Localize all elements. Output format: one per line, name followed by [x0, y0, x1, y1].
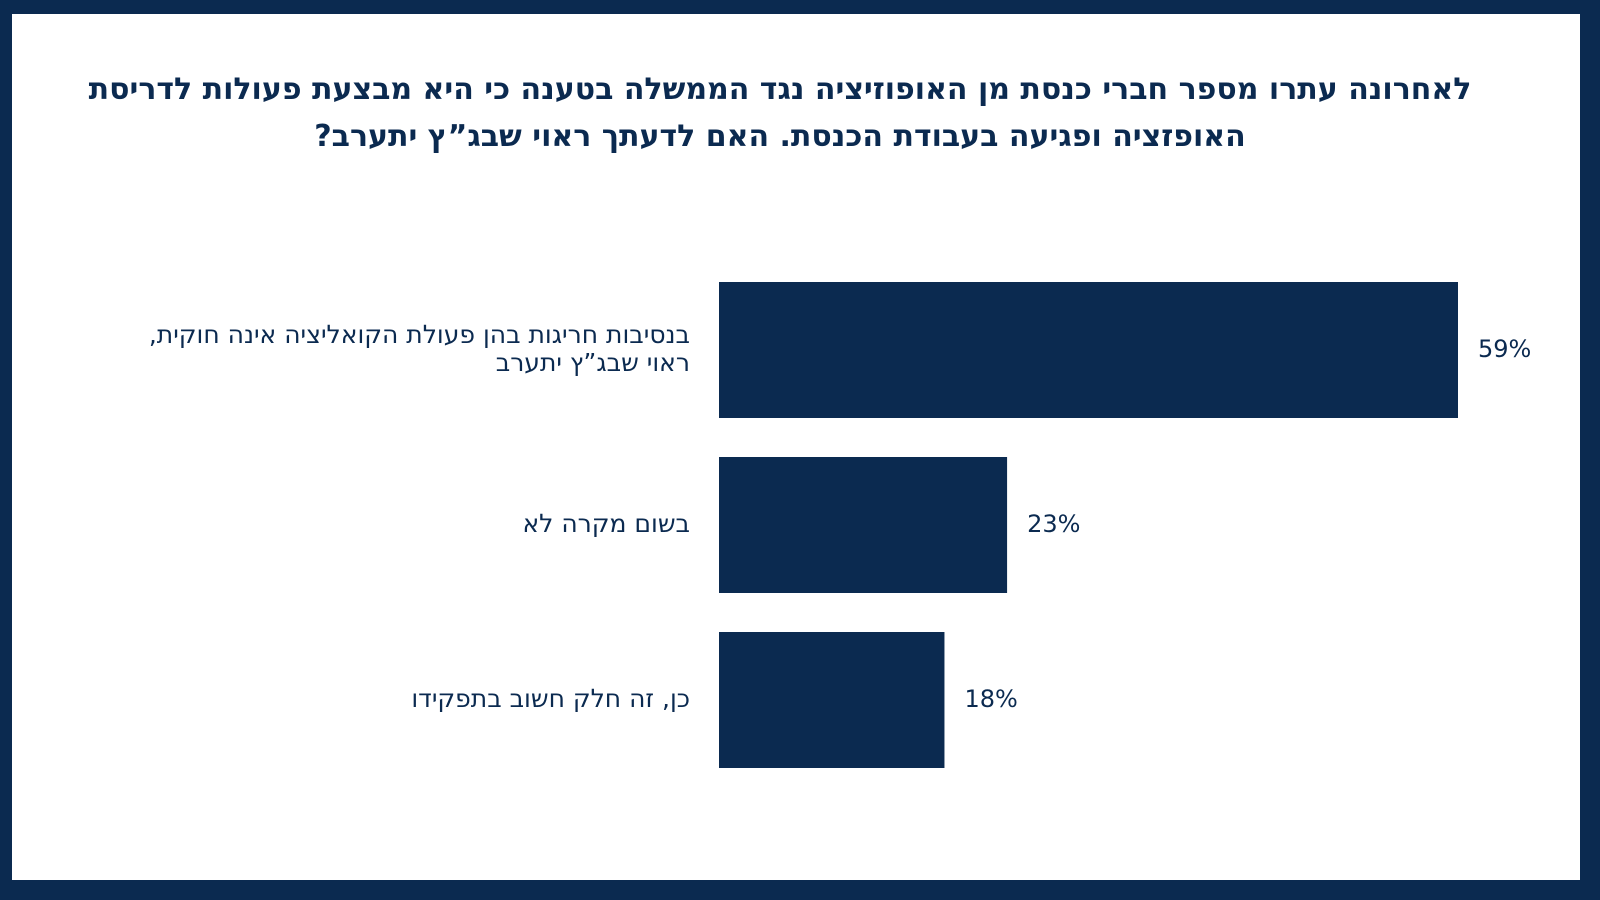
category-label-2: בשום מקרה לא [522, 509, 690, 538]
value-label-2: 23% [1027, 510, 1080, 538]
category-label-1-line-2: ראוי שבג”ץ יתערב [496, 348, 690, 377]
category-label-3: כן, זה חלק חשוב בתפקידו [411, 684, 690, 713]
bar-2 [719, 457, 1008, 593]
chart-title: לאחרונה עתרו מספר חברי כנסת מן האופוזיצי… [88, 72, 1472, 154]
value-label-3: 18% [964, 685, 1017, 713]
value-label-1: 59% [1478, 335, 1531, 363]
bar-3 [719, 632, 945, 768]
bar-1 [719, 282, 1458, 418]
category-label-1-line-1: בנסיבות חריגות בהן פעולת הקואליציה אינה … [149, 320, 690, 349]
